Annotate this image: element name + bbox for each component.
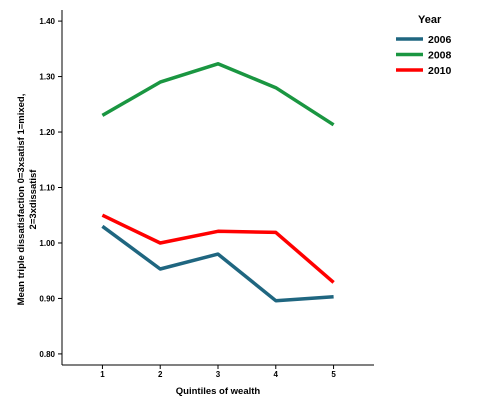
y-tick-label: 1.40: [39, 17, 55, 26]
y-tick-label: 1.30: [39, 73, 55, 82]
y-ticks: 0.80 0.90 1.00 1.10 1.20 1.30 1.40: [39, 17, 62, 359]
y-tick-label: 0.80: [39, 350, 55, 359]
legend-label-2006: 2006: [428, 34, 452, 46]
legend-items: 2006 2008 2010: [396, 34, 452, 77]
x-ticks: 1 2 3 4 5: [100, 365, 336, 379]
y-axis-title-line-1: Mean triple dissatisfaction 0=3xsatisf 1…: [16, 94, 27, 306]
series-lines: [101, 62, 335, 303]
y-tick-label: 1.20: [39, 128, 55, 137]
y-tick-label: 0.90: [39, 294, 55, 303]
x-tick-label: 2: [158, 370, 163, 379]
legend-title: Year: [418, 14, 442, 26]
legend: Year 2006 2008 2010: [396, 14, 452, 77]
y-tick-label: 1.00: [39, 239, 55, 248]
y-axis-title: Mean triple dissatisfaction 0=3xsatisf 1…: [16, 94, 39, 306]
x-tick-label: 4: [274, 370, 279, 379]
x-tick-label: 5: [331, 370, 336, 379]
x-tick-label: 3: [216, 370, 221, 379]
x-tick-label: 1: [100, 370, 105, 379]
y-tick-label: 1.10: [39, 184, 55, 193]
series-line-2010: [101, 213, 335, 284]
legend-label-2008: 2008: [428, 50, 452, 62]
x-axis-title: Quintiles of wealth: [176, 386, 261, 397]
y-axis-title-line-2: 2=3xdissatisf: [28, 169, 39, 230]
series-line-2006: [101, 224, 334, 303]
legend-label-2010: 2010: [428, 65, 452, 77]
series-line-2008: [101, 62, 335, 127]
